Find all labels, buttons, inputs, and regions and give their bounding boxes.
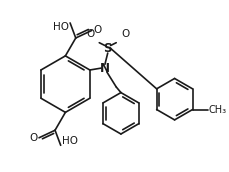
Text: N: N — [100, 62, 110, 75]
Text: HO: HO — [62, 136, 78, 146]
Text: CH₃: CH₃ — [209, 105, 227, 115]
Text: O: O — [86, 29, 95, 39]
Text: S: S — [104, 42, 112, 55]
Text: O: O — [94, 25, 102, 35]
Text: O: O — [121, 29, 129, 39]
Text: O: O — [29, 133, 37, 143]
Text: HO: HO — [53, 22, 69, 32]
